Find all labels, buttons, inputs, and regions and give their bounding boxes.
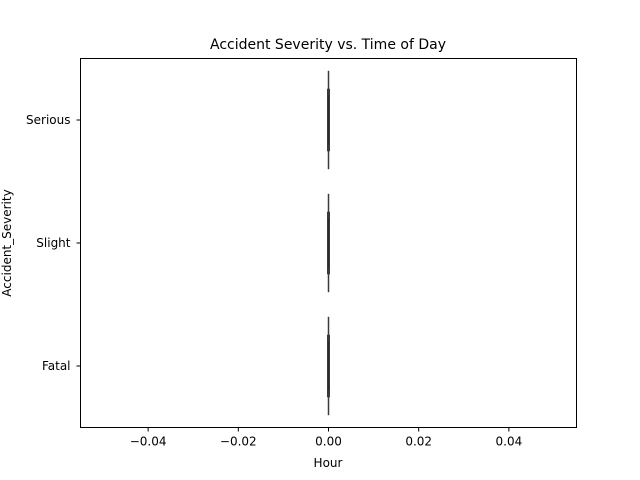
x-tick-label: −0.04 <box>130 435 167 449</box>
x-tick-label: 0.02 <box>405 435 432 449</box>
x-axis-ticks: −0.04 −0.02 0.00 0.02 0.04 <box>130 427 523 449</box>
box-series <box>327 70 330 416</box>
box-serious <box>327 70 330 170</box>
chart-title: Accident Severity vs. Time of Day <box>210 37 446 53</box>
y-tick-label: Slight <box>36 236 71 250</box>
x-axis-label: Hour <box>314 456 343 470</box>
y-axis-label: Accident_Severity <box>0 189 14 296</box>
y-tick-label: Serious <box>26 113 70 127</box>
y-tick-label: Fatal <box>42 359 71 373</box>
box-fatal <box>327 316 330 416</box>
x-tick-label: 0.04 <box>496 435 523 449</box>
y-axis-ticks: Serious Slight Fatal <box>26 113 81 373</box>
x-tick-label: 0.00 <box>315 435 342 449</box>
box-slight <box>327 193 330 293</box>
x-tick-label: −0.02 <box>220 435 257 449</box>
